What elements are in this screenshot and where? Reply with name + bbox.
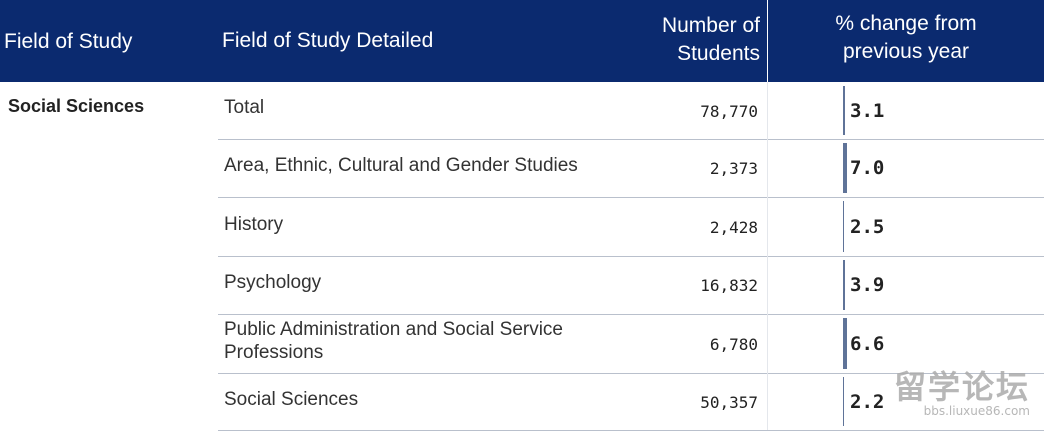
column-header-number-of-students[interactable]: Number of Students bbox=[600, 12, 760, 68]
cell-divider bbox=[767, 82, 768, 139]
column-header-pct-line2: previous year bbox=[842, 40, 970, 63]
pct-cell: 3.1 bbox=[768, 82, 1044, 139]
pct-bar bbox=[843, 260, 845, 310]
row-students: 50,357 bbox=[700, 392, 758, 412]
pct-cell: 7.0 bbox=[768, 139, 1044, 197]
pct-value: 2.5 bbox=[850, 215, 885, 238]
row-students: 16,832 bbox=[700, 276, 758, 295]
watermark: 留学论坛 bbs.liuxue86.com bbox=[894, 362, 1030, 418]
header-divider bbox=[767, 0, 768, 82]
row-divider bbox=[218, 197, 1044, 198]
row-students: 78,770 bbox=[700, 101, 758, 121]
table-row: Public Administration and Social Service… bbox=[218, 314, 1044, 373]
pct-cell: 2.5 bbox=[768, 197, 1044, 256]
row-divider bbox=[218, 430, 1044, 431]
group-label: Social Sciences bbox=[8, 96, 145, 116]
table-row: Psychology 16,832 3.9 bbox=[218, 256, 1044, 314]
watermark-main: 留学论坛 bbox=[893, 368, 1030, 406]
table-row: Social Sciences 50,357 2.2 bbox=[218, 373, 1044, 430]
row-detail: History bbox=[224, 214, 284, 235]
row-divider bbox=[218, 256, 1044, 257]
pct-cell: 6.6 bbox=[768, 314, 1044, 373]
row-detail: Public Administration and Social Service… bbox=[224, 319, 564, 363]
pct-value: 3.1 bbox=[850, 99, 885, 122]
table-row: History 2,428 2.5 bbox=[218, 197, 1044, 256]
table-header: Field of Study Field of Study Detailed N… bbox=[0, 0, 1044, 82]
pct-bar bbox=[843, 377, 844, 426]
row-divider bbox=[218, 373, 1044, 374]
row-detail: Social Sciences bbox=[224, 389, 359, 410]
table-row: Total 78,770 3.1 bbox=[218, 82, 1044, 139]
cell-divider bbox=[767, 373, 768, 430]
row-divider bbox=[218, 314, 1044, 315]
pct-value: 6.6 bbox=[850, 332, 885, 355]
cell-divider bbox=[767, 314, 768, 373]
row-detail: Psychology bbox=[224, 272, 322, 293]
row-divider bbox=[218, 139, 1044, 140]
cell-divider bbox=[767, 256, 768, 314]
column-header-field-detailed[interactable]: Field of Study Detailed bbox=[222, 29, 434, 52]
cell-divider bbox=[767, 139, 768, 197]
pct-value: 2.2 bbox=[850, 390, 885, 413]
pct-bar bbox=[843, 318, 847, 369]
column-header-field-of-study[interactable]: Field of Study bbox=[4, 30, 133, 53]
pct-bar bbox=[843, 201, 844, 252]
pct-cell: 3.9 bbox=[768, 256, 1044, 314]
column-header-pct-change[interactable]: % change from previous year bbox=[768, 10, 1044, 66]
watermark-sub: bbs.liuxue86.com bbox=[923, 404, 1030, 418]
pct-bar bbox=[843, 86, 845, 135]
pct-bar bbox=[843, 143, 847, 193]
row-detail: Area, Ethnic, Cultural and Gender Studie… bbox=[224, 155, 578, 176]
table-row: Area, Ethnic, Cultural and Gender Studie… bbox=[218, 139, 1044, 197]
row-students: 2,373 bbox=[709, 159, 758, 178]
pct-cell: 2.2 bbox=[768, 373, 1044, 430]
row-detail: Total bbox=[224, 97, 265, 118]
column-header-pct-line1: % change from bbox=[835, 12, 977, 35]
column-header-number-line1: Number of bbox=[661, 14, 760, 37]
column-header-number-line2: Students bbox=[677, 42, 760, 65]
cell-divider bbox=[767, 197, 768, 256]
pct-value: 7.0 bbox=[850, 157, 885, 179]
row-students: 6,780 bbox=[709, 334, 758, 354]
row-students: 2,428 bbox=[709, 217, 758, 237]
pct-value: 3.9 bbox=[850, 274, 885, 296]
